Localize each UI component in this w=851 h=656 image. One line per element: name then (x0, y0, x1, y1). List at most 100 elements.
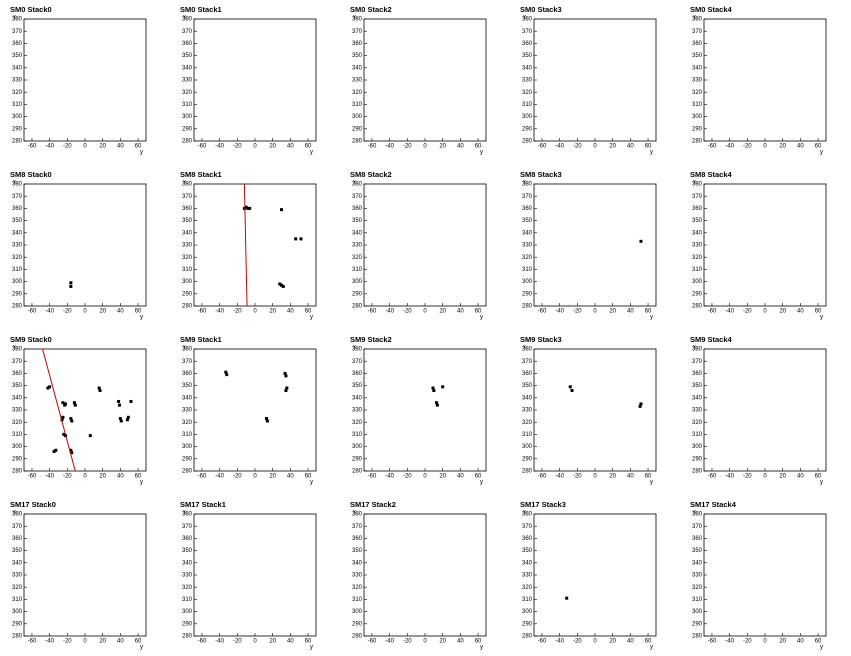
y-tick-label: 350 (352, 218, 363, 224)
y-tick-label: 360 (12, 206, 23, 212)
x-tick-label: -60 (538, 144, 547, 150)
y-tick-label: 330 (352, 573, 363, 579)
y-tick-label: 370 (182, 524, 193, 530)
x-tick-label: 20 (439, 639, 446, 645)
y-tick-label: 320 (692, 585, 703, 591)
y-tick-label: 300 (692, 444, 703, 450)
y-tick-label: 370 (352, 359, 363, 365)
x-tick-label: -20 (743, 474, 752, 480)
chart-title: SM9 Stack4 (690, 335, 733, 344)
point (280, 283, 284, 287)
y-tick-label: 370 (522, 29, 533, 35)
y-tick-label: 300 (352, 444, 363, 450)
plot-frame (533, 183, 657, 307)
x-tick-label: 40 (287, 639, 294, 645)
point (638, 404, 642, 408)
y-tick-label: 370 (182, 29, 193, 35)
y-axis-label: x (523, 15, 526, 21)
x-tick-label: 60 (135, 474, 142, 480)
x-tick-label: 20 (609, 144, 616, 150)
point (284, 388, 288, 392)
panel: SM8 Stack3 -60 -40 -20 0 20 40 60 280 290 300 310 32… (520, 170, 657, 321)
y-tick-label: 280 (352, 634, 363, 640)
point (285, 386, 289, 390)
y-tick-label: 300 (352, 279, 363, 285)
x-tick-label: -20 (743, 144, 752, 150)
y-tick-label: 320 (12, 255, 23, 261)
y-tick-label: 380 (12, 347, 23, 353)
x-axis-label: y (480, 645, 483, 651)
panel: SM17 Stack0 -60 -40 -20 0 20 40 60 280 290 300 310 3… (10, 500, 147, 651)
y-tick-label: 280 (12, 469, 23, 475)
y-tick-label: 300 (182, 609, 193, 615)
y-axis-label: x (353, 180, 356, 186)
plot-frame (533, 18, 657, 142)
x-tick-label: -40 (215, 144, 224, 150)
y-tick-label: 330 (692, 243, 703, 249)
panel: SM9 Stack1 -60 -40 -20 0 20 40 60 280 290 300 310 32… (180, 335, 317, 486)
x-tick-label: -40 (45, 144, 54, 150)
point (119, 419, 123, 423)
plot-frame (193, 513, 317, 637)
point (565, 596, 569, 600)
y-tick-label: 360 (352, 536, 363, 542)
x-tick-label: 0 (253, 474, 257, 480)
x-tick-label: 40 (457, 309, 464, 315)
point (281, 284, 285, 288)
x-axis-label: y (650, 150, 653, 156)
point (278, 282, 282, 286)
y-tick-label: 350 (182, 53, 193, 59)
y-tick-label: 320 (12, 90, 23, 96)
y-tick-label: 360 (182, 206, 193, 212)
x-tick-label: 40 (117, 474, 124, 480)
x-tick-label: 0 (83, 474, 87, 480)
y-tick-label: 280 (522, 469, 533, 475)
x-tick-label: 60 (645, 639, 652, 645)
y-tick-label: 340 (352, 65, 363, 71)
x-tick-label: 60 (305, 144, 312, 150)
y-tick-label: 340 (12, 65, 23, 71)
y-axis-label: x (183, 180, 186, 186)
x-tick-label: 60 (475, 474, 482, 480)
x-tick-label: 20 (779, 309, 786, 315)
y-tick-label: 360 (12, 371, 23, 377)
x-tick-label: 40 (457, 474, 464, 480)
chart-title: SM8 Stack4 (690, 170, 733, 179)
x-tick-label: -40 (555, 474, 564, 480)
x-tick-label: 0 (423, 639, 427, 645)
point (54, 448, 58, 452)
y-tick-label: 320 (352, 90, 363, 96)
x-tick-label: 40 (797, 474, 804, 480)
point (242, 206, 246, 210)
y-tick-label: 320 (182, 585, 193, 591)
plot-area (639, 239, 643, 243)
plot-area (242, 184, 303, 306)
y-tick-label: 300 (692, 279, 703, 285)
x-tick-label: 20 (439, 144, 446, 150)
y-tick-label: 280 (352, 139, 363, 145)
x-tick-label: 0 (83, 144, 87, 150)
x-tick-label: -40 (385, 144, 394, 150)
y-tick-label: 340 (352, 560, 363, 566)
x-tick-label: -40 (385, 474, 394, 480)
point (224, 370, 228, 374)
x-tick-label: -60 (368, 474, 377, 480)
y-tick-label: 320 (12, 420, 23, 426)
x-tick-label: -20 (573, 474, 582, 480)
x-tick-label: -60 (198, 474, 207, 480)
y-tick-label: 310 (182, 432, 193, 438)
chart-title: SM9 Stack2 (350, 335, 392, 344)
point (283, 371, 287, 375)
y-tick-label: 340 (692, 65, 703, 71)
point (70, 419, 74, 423)
x-tick-label: -40 (555, 309, 564, 315)
x-tick-label: -60 (538, 309, 547, 315)
x-tick-label: 20 (99, 639, 106, 645)
plot-frame (703, 348, 827, 472)
y-tick-label: 370 (692, 194, 703, 200)
y-tick-label: 290 (12, 291, 23, 297)
x-tick-label: 20 (779, 639, 786, 645)
y-tick-label: 330 (12, 408, 23, 414)
x-tick-label: 20 (269, 309, 276, 315)
